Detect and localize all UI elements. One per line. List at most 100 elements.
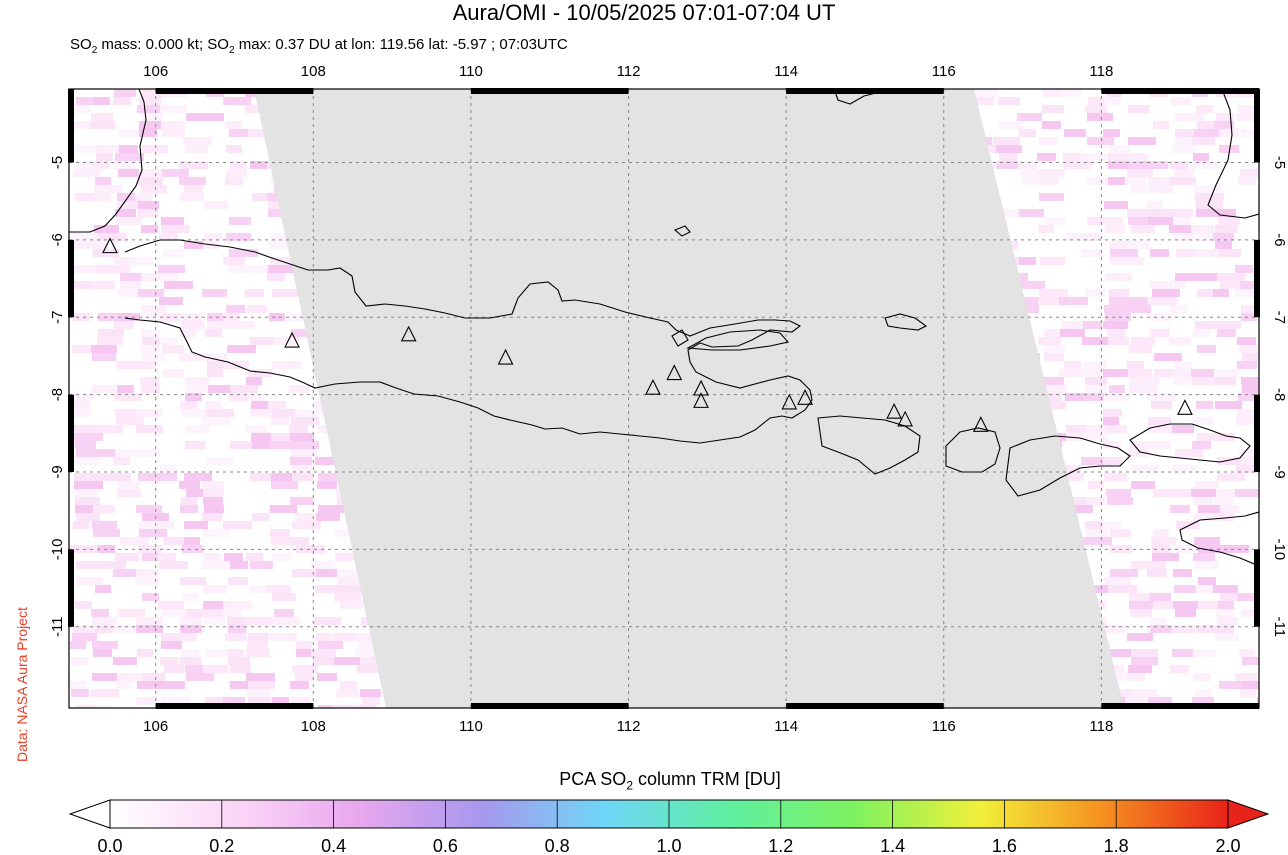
so2-cell (185, 393, 202, 401)
so2-cell (1238, 393, 1259, 401)
so2-cell (204, 201, 228, 209)
so2-cell (1128, 369, 1152, 377)
so2-cell (1173, 601, 1201, 609)
so2-cell (162, 609, 187, 617)
so2-cell (1110, 249, 1138, 257)
so2-cell (1242, 681, 1259, 689)
so2-cell (1084, 361, 1107, 369)
so2-cell (207, 361, 227, 369)
so2-cell (317, 673, 337, 681)
so2-cell (1263, 265, 1287, 273)
so2-cell (136, 697, 157, 705)
flores-coast (1129, 423, 1251, 463)
so2-cell (202, 513, 222, 521)
so2-cell (248, 681, 275, 689)
so2-cell (1147, 569, 1167, 577)
so2-cell (1148, 561, 1166, 569)
so2-cell (94, 185, 122, 193)
so2-cell (291, 537, 309, 545)
so2-cell (114, 457, 130, 465)
lon-tick-top: 114 (774, 63, 798, 80)
frame-ticks (68, 88, 1260, 709)
so2-cell (274, 609, 294, 617)
so2-cell (1175, 113, 1204, 121)
so2-cell (1039, 137, 1057, 145)
so2-cell (73, 425, 101, 433)
so2-cell (158, 601, 184, 609)
so2-cell (1022, 177, 1045, 185)
so2-cell (1257, 601, 1259, 609)
colorbar-max-arrow (1227, 799, 1270, 829)
so2-cell (1258, 561, 1259, 569)
so2-cell (1215, 369, 1239, 377)
so2-cell (1103, 441, 1121, 449)
so2-cell (292, 521, 321, 529)
so2-cell (1085, 385, 1107, 393)
so2-cell (1060, 329, 1085, 337)
so2-cell (1086, 529, 1108, 537)
so2-cell (120, 281, 141, 289)
so2-cell (1128, 137, 1156, 145)
so2-cell (1218, 513, 1234, 521)
so2-cell (138, 473, 160, 481)
so2-cell (119, 129, 142, 137)
so2-cell (138, 449, 160, 457)
so2-cell (227, 617, 256, 625)
so2-cell (993, 137, 1020, 145)
so2-cell (229, 129, 250, 137)
so2-cell (202, 417, 230, 425)
so2-cell (1262, 449, 1287, 457)
so2-cell (71, 657, 88, 665)
so2-cell (202, 609, 223, 617)
so2-cell (93, 449, 121, 457)
so2-cell (1154, 369, 1174, 377)
so2-cell (272, 593, 296, 601)
so2-cell (96, 705, 112, 708)
so2-cell (1236, 417, 1259, 425)
so2-cell (1215, 625, 1234, 633)
so2-cell (1236, 113, 1254, 121)
so2-cell (291, 329, 308, 337)
frame-bar-left (68, 549, 74, 627)
so2-cell (333, 705, 357, 708)
so2-cell (1235, 289, 1259, 297)
so2-cell (251, 433, 280, 441)
so2-cell (223, 97, 251, 105)
volcano-triangle (797, 389, 813, 405)
so2-cell (1217, 617, 1238, 625)
so2-cell (247, 305, 267, 313)
volcano-triangle (645, 378, 661, 395)
so2-cell (1125, 177, 1145, 185)
so2-cell (1263, 257, 1279, 265)
so2-cell (230, 561, 248, 569)
so2-cell (139, 529, 167, 537)
so2-cell (136, 425, 163, 433)
so2-cell (1195, 321, 1220, 329)
so2-cell (141, 113, 163, 121)
so2-cell (271, 417, 289, 425)
so2-cell (1263, 481, 1281, 489)
so2-cell (204, 553, 221, 561)
so2-cell (92, 521, 117, 529)
so2-cell (115, 209, 136, 217)
sumbawa-coast (1005, 435, 1131, 497)
so2-cell (1064, 465, 1080, 473)
so2-cell (295, 673, 314, 681)
so2-cell (1195, 481, 1218, 489)
so2-cell (1241, 609, 1259, 617)
so2-cell (1195, 193, 1224, 201)
so2-cell (1131, 561, 1157, 569)
so2-cell (181, 409, 207, 417)
so2-cell (73, 313, 90, 321)
so2-cell (1109, 385, 1125, 393)
so2-cell (1059, 297, 1088, 305)
so2-cell (295, 513, 314, 521)
frame-bar-top (786, 88, 944, 94)
colorbar-label: PCA SO2 column TRM [DU] (559, 769, 781, 793)
so2-cell (296, 641, 312, 649)
so2-cell (1193, 553, 1215, 561)
so2-cell (1195, 689, 1212, 697)
so2-cell (74, 481, 103, 489)
so2-cell (1132, 465, 1159, 473)
so2-cell (1018, 161, 1037, 169)
